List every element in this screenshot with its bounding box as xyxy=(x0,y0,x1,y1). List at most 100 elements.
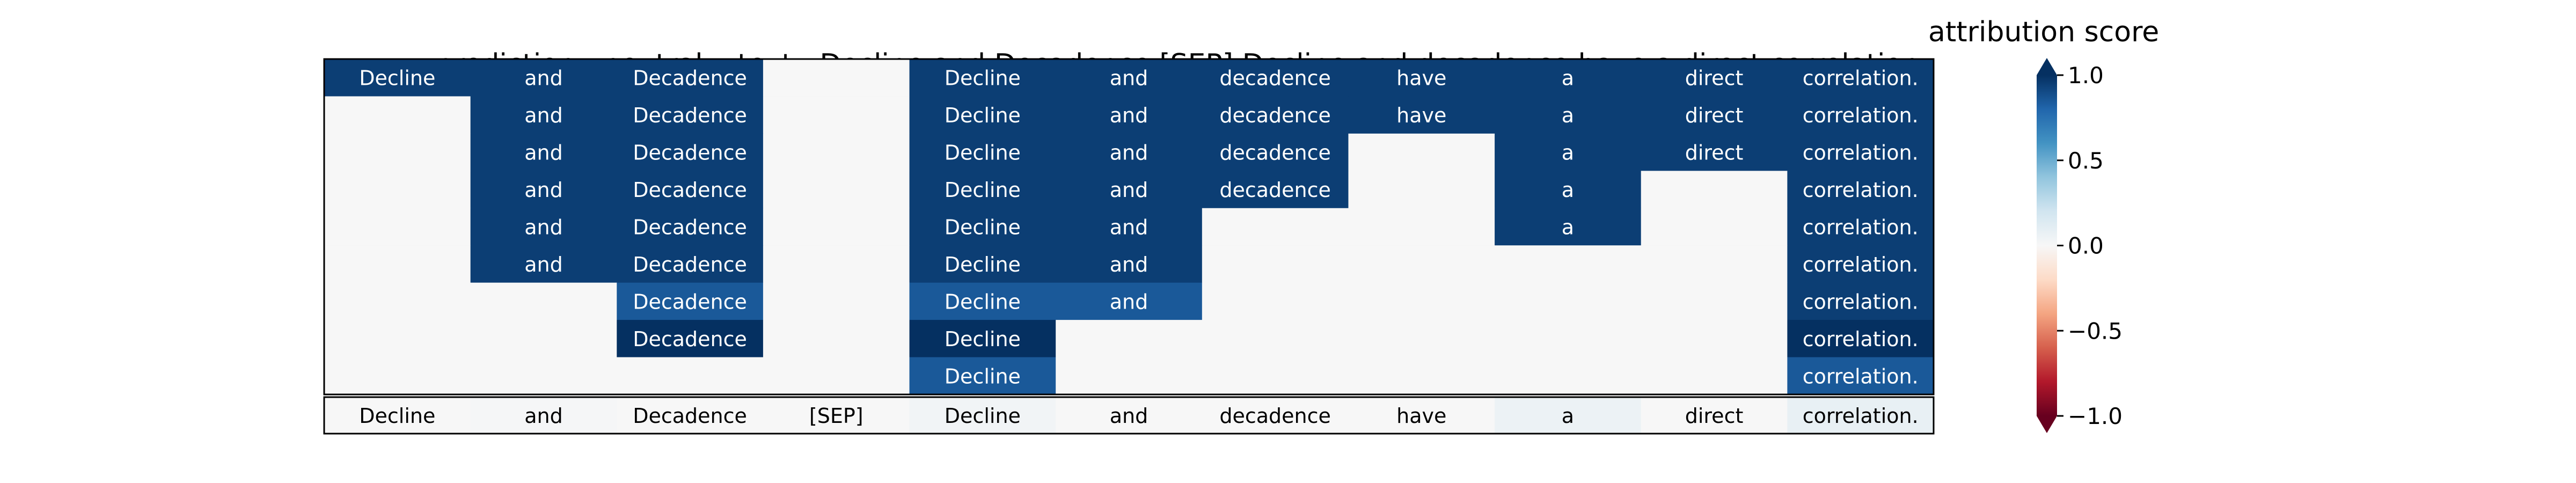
heatmap-cell xyxy=(1348,320,1495,358)
heatmap-cell xyxy=(617,59,764,97)
heatmap-cell xyxy=(617,282,764,320)
cell-token-label: and xyxy=(1110,67,1148,90)
heatmap-cell xyxy=(909,59,1056,97)
heatmap-cell xyxy=(763,282,910,320)
heatmap-cell xyxy=(1348,59,1495,97)
cell-token-label: correlation. xyxy=(1803,290,1919,313)
heatmap-cells: Decline and Decadence Decline and decadence ha… xyxy=(323,58,1935,396)
heatmap-cell xyxy=(617,245,764,283)
heatmap-cell xyxy=(324,133,471,171)
heatmap-cell xyxy=(1348,282,1495,320)
heatmap-cell xyxy=(1787,357,1934,395)
cell-token-label: and xyxy=(1110,141,1148,165)
heatmap-cell xyxy=(763,320,910,358)
cell-token-label: and xyxy=(524,67,563,90)
cell-token-label: Decline xyxy=(945,67,1021,90)
summary-token-label: correlation. xyxy=(1803,404,1919,428)
cell-token-label: and xyxy=(1110,178,1148,202)
heatmap-cell xyxy=(763,96,910,134)
summary-cell xyxy=(1641,397,1788,434)
cell-token-label: Decadence xyxy=(633,253,747,276)
cell-token-label: correlation. xyxy=(1803,104,1919,127)
cell-token-label: a xyxy=(1562,104,1574,127)
heatmap-cell xyxy=(470,171,617,209)
heatmap-cell xyxy=(1495,245,1642,283)
heatmap-cell xyxy=(1787,96,1934,134)
heatmap-cell xyxy=(1202,59,1349,97)
heatmap-cell xyxy=(909,133,1056,171)
heatmap-cell xyxy=(617,96,764,134)
cell-token-label: Decadence xyxy=(633,67,747,90)
cell-token-label: a xyxy=(1562,178,1574,202)
heatmap-cell xyxy=(324,171,471,209)
heatmap-cell xyxy=(1348,357,1495,395)
heatmap-cell xyxy=(909,208,1056,246)
heatmap-cell xyxy=(1202,96,1349,134)
heatmap-cell xyxy=(1495,357,1642,395)
cell-token-label: Decadence xyxy=(633,327,747,351)
heatmap-cell xyxy=(324,320,471,358)
summary-token-label: Decline xyxy=(945,404,1021,428)
summary-token-label: and xyxy=(1110,404,1148,428)
cell-token-label: a xyxy=(1562,67,1574,90)
heatmap-cell xyxy=(1787,59,1934,97)
cell-token-label: correlation. xyxy=(1803,327,1919,351)
heatmap-cell xyxy=(470,59,617,97)
cell-token-label: and xyxy=(1110,290,1148,313)
colorbar-title: attribution score xyxy=(1928,16,2160,48)
heatmap-cell xyxy=(617,171,764,209)
cell-token-label: and xyxy=(1110,104,1148,127)
summary-token-label: decadence xyxy=(1219,404,1331,428)
heatmap-cell xyxy=(1495,133,1642,171)
colorbar: 1.0 0.5 0.0 −0.5 −1.0 xyxy=(2037,58,2123,433)
cell-token-label: and xyxy=(524,253,563,276)
summary-token-label: and xyxy=(524,404,563,428)
heatmap-cell xyxy=(1056,96,1203,134)
heatmap-cell xyxy=(1056,59,1203,97)
colorbar-tick-label: 0.0 xyxy=(2068,233,2104,259)
heatmap-cell xyxy=(470,208,617,246)
cell-token-label: correlation. xyxy=(1803,364,1919,388)
heatmap-cell xyxy=(1787,133,1934,171)
cell-token-label: and xyxy=(524,216,563,239)
heatmap-cell xyxy=(1641,245,1788,283)
heatmap-cell xyxy=(1641,171,1788,209)
heatmap-cell xyxy=(1348,171,1495,209)
colorbar-tick-label: −0.5 xyxy=(2068,318,2123,344)
cell-token-label: a xyxy=(1562,216,1574,239)
colorbar-tick-label: −1.0 xyxy=(2068,403,2123,429)
heatmap-cell xyxy=(1348,133,1495,171)
cell-token-label: correlation. xyxy=(1803,67,1919,90)
cell-token-label: and xyxy=(524,141,563,165)
heatmap-cell xyxy=(617,320,764,358)
summary-token-label: Decline xyxy=(359,404,435,428)
colorbar-tick-label: 0.5 xyxy=(2068,148,2104,174)
heatmap-cell xyxy=(1348,208,1495,246)
heatmap-cell xyxy=(1641,208,1788,246)
cell-token-label: Decadence xyxy=(633,216,747,239)
heatmap-cell xyxy=(324,282,471,320)
heatmap-cell xyxy=(1056,357,1203,395)
summary-token-label: [SEP] xyxy=(809,404,863,428)
cell-token-label: Decline xyxy=(945,327,1021,351)
heatmap-cell xyxy=(617,208,764,246)
heatmap-cell xyxy=(324,357,471,395)
colorbar-extend-max xyxy=(2037,58,2057,75)
heatmap-cell xyxy=(909,320,1056,358)
heatmap-cell xyxy=(1641,133,1788,171)
cell-token-label: direct xyxy=(1685,141,1744,165)
heatmap-cell xyxy=(1787,320,1934,358)
cell-token-label: Decadence xyxy=(633,104,747,127)
colorbar-gradient xyxy=(2037,75,2057,416)
heatmap-cell xyxy=(617,133,764,171)
summary-frame xyxy=(323,396,1935,435)
cell-token-label: correlation. xyxy=(1803,216,1919,239)
cell-token-label: Decline xyxy=(945,141,1021,165)
heatmap-cell xyxy=(470,133,617,171)
cell-token-label: correlation. xyxy=(1803,141,1919,165)
heatmap-cell xyxy=(470,357,617,395)
cell-token-label: Decline xyxy=(945,216,1021,239)
heatmap-cell xyxy=(1495,208,1642,246)
heatmap-cell xyxy=(1056,282,1203,320)
